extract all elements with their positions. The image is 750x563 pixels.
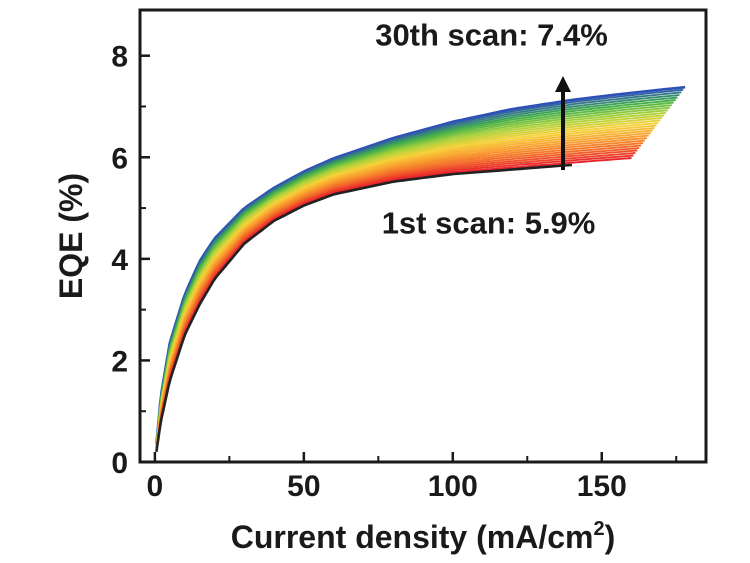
x-tick-label: 0 <box>147 470 164 503</box>
plot-frame <box>138 8 708 464</box>
scan-curve-6 <box>155 147 640 451</box>
annotations: 30th scan: 7.4% 1st scan: 5.9% <box>375 18 608 241</box>
scan-curve-1 <box>155 163 573 452</box>
scan-curve-7 <box>155 144 642 451</box>
y-tick-label: 6 <box>111 142 128 175</box>
x-tick-label: 150 <box>577 470 627 503</box>
scan-curve-9 <box>155 139 645 450</box>
scan-curve-10 <box>155 137 647 450</box>
y-tick-label: 2 <box>111 345 128 378</box>
x-axis-title: Current density (mA/cm2) <box>231 518 616 555</box>
scan-curves <box>155 85 686 452</box>
y-tick-label: 0 <box>111 447 128 480</box>
x-tick-label: 100 <box>428 470 478 503</box>
axis-ticks: 0 50 100 150 0 2 4 6 8 <box>111 41 678 503</box>
annotation-30th-scan: 30th scan: 7.4% <box>375 18 608 53</box>
y-tick-label: 8 <box>111 41 128 74</box>
annotation-1st-scan: 1st scan: 5.9% <box>382 205 596 240</box>
scan-curve-5 <box>155 149 638 451</box>
scan-curve-4 <box>155 152 636 452</box>
scan-curve-11 <box>155 134 649 450</box>
arrow-head-icon <box>555 76 572 93</box>
scan-curve-2 <box>155 157 632 452</box>
scan-curve-8 <box>155 142 644 451</box>
scan-curve-3 <box>155 154 634 452</box>
y-axis-title: EQE (%) <box>53 173 89 299</box>
x-tick-label: 50 <box>287 470 320 503</box>
y-tick-label: 4 <box>111 244 128 277</box>
